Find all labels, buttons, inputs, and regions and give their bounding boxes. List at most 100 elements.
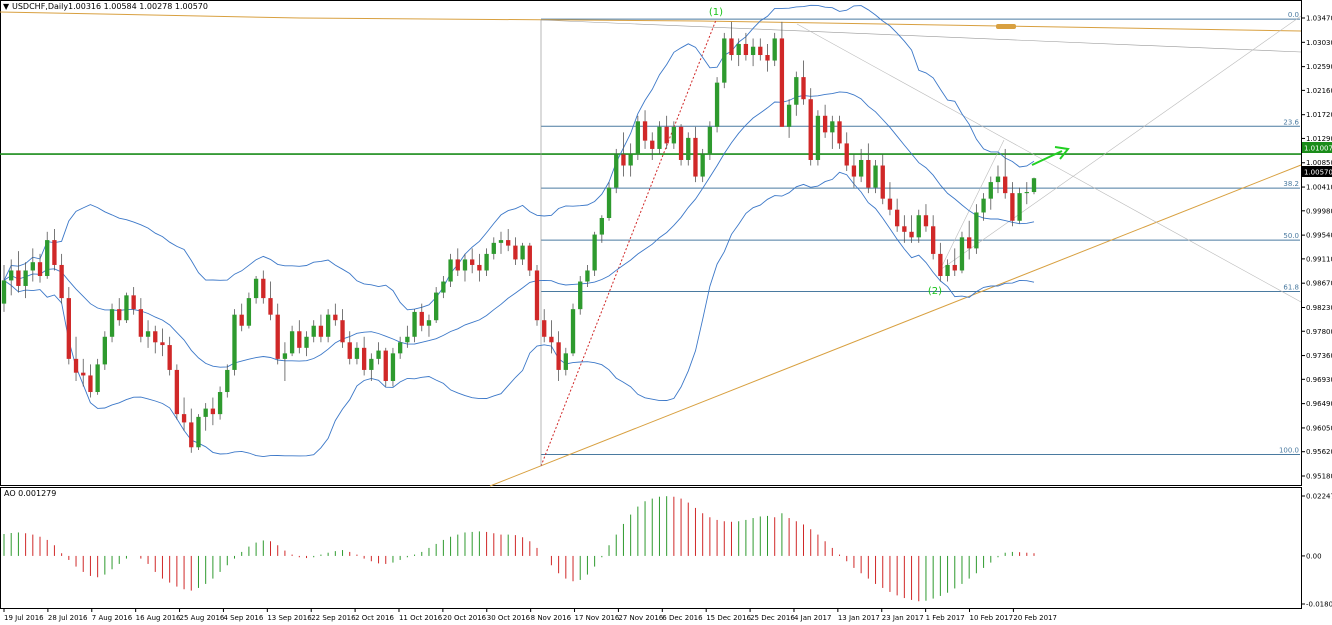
bearish-candle — [621, 154, 626, 166]
resistance-price-box: 1.01007 — [1302, 142, 1332, 153]
bearish-candle — [318, 325, 324, 337]
bullish-candle — [614, 154, 619, 188]
time-tick-label: 2 Oct 2016 — [355, 614, 394, 622]
bearish-candle — [333, 314, 338, 321]
bullish-candle — [311, 325, 316, 337]
fib-level-label: 0.0 — [1288, 11, 1299, 19]
bearish-candle — [693, 137, 698, 177]
bullish-candle — [109, 309, 115, 337]
bearish-candle — [923, 215, 929, 227]
pitchfork-median-line — [540, 19, 1302, 53]
current-price-label: 1.00570 — [1304, 169, 1332, 177]
awesome-oscillator-histogram — [3, 496, 1035, 602]
fibonacci-retracement[interactable]: 0.0 23.6 38.2 50.0 61.8 100.0 — [541, 11, 1300, 455]
bearish-candle — [160, 342, 165, 346]
projection-arrow-shaft — [1031, 150, 1063, 166]
time-tick-label: 11 Oct 2016 — [399, 614, 443, 622]
bearish-candle — [967, 237, 972, 249]
bearish-candle — [174, 369, 180, 415]
time-tick-label: 8 Nov 2016 — [531, 614, 572, 622]
drawing-objects[interactable]: (1) (2) — [0, 7, 1302, 487]
bullish-candle — [592, 234, 597, 271]
bullish-candle — [858, 159, 864, 177]
bearish-candle — [239, 314, 244, 326]
bearish-candle — [88, 375, 93, 393]
bearish-candle — [866, 159, 871, 188]
bullish-candle — [232, 314, 237, 370]
time-tick-label: 17 Nov 2016 — [575, 614, 620, 622]
bullish-candle — [426, 320, 432, 326]
bullish-candle — [246, 298, 252, 326]
time-tick-label: 27 Nov 2016 — [618, 614, 663, 622]
bullish-candle — [945, 264, 950, 277]
wave-1-label: (1) — [709, 7, 723, 18]
bullish-candle — [217, 392, 223, 415]
bullish-candle — [1, 280, 7, 304]
bearish-candle — [664, 126, 669, 144]
bullish-candle — [686, 137, 691, 160]
bearish-candle — [952, 264, 957, 271]
bullish-candle — [606, 187, 612, 218]
fib-level-label: 100.0 — [1279, 446, 1299, 454]
bearish-candle — [81, 372, 86, 376]
bullish-candle — [772, 38, 777, 61]
bullish-candle — [412, 311, 417, 337]
bullish-candle — [124, 295, 129, 321]
price-tick-label: 1.00850 — [1306, 159, 1332, 167]
bullish-candle — [635, 121, 641, 155]
bearish-candle — [758, 46, 763, 56]
time-tick-label: 7 Aug 2016 — [92, 614, 133, 622]
ma-label-marker — [996, 24, 1016, 29]
ao-tick-label: 0.02247 — [1306, 493, 1332, 501]
bullish-candle — [700, 154, 705, 177]
bearish-candle — [470, 259, 475, 265]
price-tick-label: 1.03030 — [1306, 39, 1332, 47]
bearish-candle — [261, 278, 266, 299]
bullish-candle — [354, 347, 360, 359]
price-tick-label: 0.95180 — [1306, 473, 1332, 481]
time-tick-label: 19 Jul 2016 — [4, 614, 44, 622]
bearish-candle — [534, 270, 540, 321]
fib-level-label: 50.0 — [1283, 232, 1299, 240]
bullish-candle — [369, 358, 374, 370]
bullish-candle — [995, 176, 1001, 183]
bullish-candle — [750, 46, 756, 56]
candlestick-series — [1, 21, 1037, 453]
bearish-candle — [542, 320, 547, 337]
bollinger-lower-band — [3, 171, 1035, 458]
bullish-candle — [959, 237, 965, 271]
bullish-candle — [722, 38, 727, 83]
bearish-candle — [894, 209, 900, 227]
bearish-candle — [167, 345, 172, 370]
bullish-candle — [628, 154, 633, 166]
bearish-candle — [138, 309, 144, 337]
fib-level-label: 23.6 — [1283, 118, 1299, 126]
bullish-candle — [397, 342, 403, 354]
bearish-candle — [851, 165, 857, 177]
bullish-candle — [657, 126, 662, 149]
projection-arrow-head — [1054, 146, 1070, 160]
bearish-candle — [383, 350, 388, 381]
time-tick-label: 13 Jan 2017 — [838, 614, 880, 622]
time-tick-label: 25 Aug 2016 — [180, 614, 225, 622]
ao-pane-frame — [0, 487, 1302, 609]
bullish-candle — [1031, 178, 1037, 193]
bullish-candle — [282, 353, 288, 359]
time-tick-label: 23 Jan 2017 — [882, 614, 924, 622]
bearish-candle — [513, 245, 518, 260]
bullish-candle — [988, 182, 993, 199]
bearish-candle — [909, 231, 914, 238]
bollinger-bands — [3, 4, 1035, 458]
pitchfork-lower-tine — [796, 23, 1302, 303]
bullish-candle — [145, 331, 151, 337]
bullish-candle — [563, 353, 568, 370]
bearish-candle — [765, 55, 770, 61]
bearish-candle — [549, 336, 554, 343]
window-menu-icon[interactable]: ▼ — [3, 2, 10, 11]
